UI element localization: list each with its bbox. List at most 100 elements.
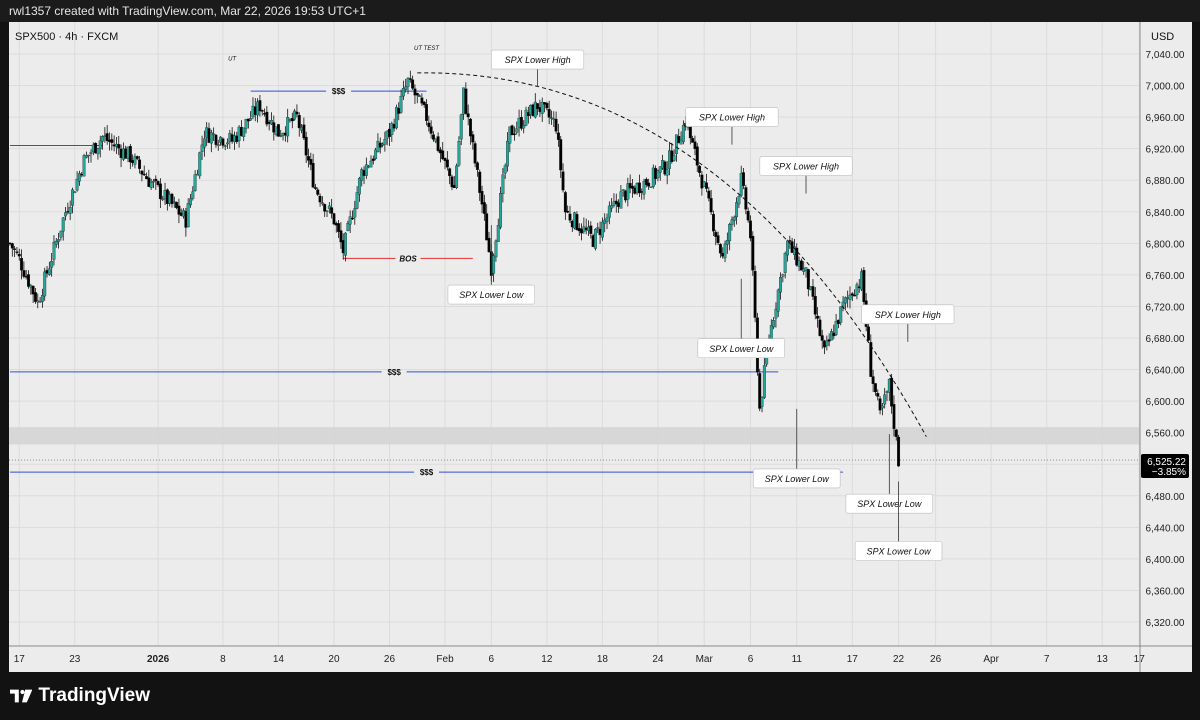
candle-body: [140, 170, 144, 175]
candle-body: [221, 138, 225, 146]
candle-body: [200, 144, 204, 152]
candle-body: [890, 377, 894, 407]
candle-body: [649, 186, 653, 188]
candle-body: [355, 192, 359, 209]
annotation: SPX Lower Low: [447, 225, 536, 305]
candle-body: [781, 274, 785, 277]
candle-body: [47, 268, 51, 275]
candle-body: [61, 217, 65, 232]
price-axis[interactable]: 7,040.00 7,000.00 6,960.00 6,920.00 6,880.00…: [1146, 50, 1185, 629]
candle-body: [804, 267, 808, 271]
candle-body: [138, 159, 142, 169]
price-tick-label: 6,920.00: [1146, 145, 1185, 156]
annotation: SPX Lower Low: [753, 408, 841, 489]
candle-body: [450, 176, 454, 188]
candle-body: [853, 294, 857, 297]
candle-body: [309, 159, 313, 165]
candle-body: [186, 203, 190, 228]
candle-body: [418, 95, 422, 97]
annotation-label: SPX Lower High: [505, 55, 571, 65]
candle-body: [226, 142, 229, 145]
price-tick-label: 6,880.00: [1146, 176, 1185, 187]
candle-body: [68, 207, 72, 214]
candle-body: [540, 102, 544, 114]
candle-body: [728, 224, 732, 242]
time-tick-label: Apr: [983, 654, 999, 665]
candle-body: [737, 196, 741, 205]
candle-body: [705, 182, 708, 189]
candle-body: [279, 135, 283, 137]
candle-body: [20, 258, 24, 271]
candle-body: [503, 165, 507, 174]
candle-body: [344, 232, 347, 256]
candle-body: [87, 154, 91, 157]
annotation: SPX Lower Low: [697, 278, 785, 359]
candle-body: [825, 340, 829, 346]
candle-body: [304, 136, 308, 156]
annotation-box: [854, 541, 943, 561]
candle-body: [432, 134, 435, 140]
candle-body: [709, 198, 713, 213]
candle-body: [383, 139, 387, 145]
candle-body: [513, 133, 516, 135]
candle-body: [855, 284, 859, 296]
candle-body: [568, 213, 572, 221]
candle-body: [862, 270, 866, 303]
candle-body: [415, 92, 419, 96]
tradingview-brand: TradingView: [38, 685, 150, 706]
candle-body: [223, 145, 227, 147]
candle-body: [758, 373, 762, 409]
candle-body: [642, 181, 646, 195]
symbol-label: SPX500 · 4h · FXCM: [15, 31, 118, 43]
annotation-box: [685, 107, 779, 127]
candle-body: [786, 240, 789, 256]
candle-body: [850, 293, 854, 296]
candle-body: [158, 183, 162, 200]
annotation-box: [753, 468, 841, 489]
candle-body: [307, 156, 310, 161]
candle-body: [848, 294, 852, 300]
annotation: SPX Lower Low: [854, 481, 943, 561]
time-axis[interactable]: 17 23 2026 8 14 20 26 Feb 6 12 18 24 Mar 6 11 17 22 26 Apr…: [14, 654, 1146, 665]
time-tick-label: Feb: [436, 654, 454, 665]
price-tick-label: 6,960.00: [1146, 113, 1185, 124]
candle-body: [15, 251, 19, 253]
candle-body: [40, 295, 44, 302]
candle-body: [369, 160, 373, 168]
annotation-box: [759, 156, 853, 176]
chart-text-label: UT: [228, 56, 237, 62]
tradingview-logo[interactable]: TradingView: [10, 683, 150, 709]
price-tick-label: 6,320.00: [1146, 618, 1185, 629]
attribution-bar: rwl1357 created with TradingView.com, Ma…: [0, 0, 1200, 22]
annotation-label: SPX Lower High: [773, 162, 839, 172]
candle-body: [892, 404, 896, 429]
candle-body: [244, 118, 248, 129]
price-tick-label: 6,800.00: [1146, 239, 1185, 250]
time-tick-label: 23: [69, 654, 81, 665]
candle-body: [894, 429, 898, 437]
candle-body: [644, 179, 648, 185]
candle-body: [779, 277, 783, 293]
candle-body: [478, 171, 482, 193]
time-tick-label: 6: [748, 654, 754, 665]
candle-body: [665, 169, 669, 176]
candle-body: [566, 210, 570, 213]
time-tick-label: 12: [541, 654, 553, 665]
candle-body: [445, 159, 449, 168]
price-tick-label: 6,760.00: [1146, 271, 1185, 282]
candle-body: [152, 180, 155, 183]
candle-body: [34, 292, 37, 302]
candle-body: [327, 205, 331, 209]
candle-body: [880, 405, 884, 409]
candle-body: [337, 223, 341, 232]
candle-body: [420, 97, 424, 104]
candle-body: [626, 183, 630, 200]
level-label: $$$: [387, 368, 401, 377]
candle-body: [110, 139, 114, 143]
candle-body: [499, 193, 503, 228]
candle-body: [677, 136, 681, 144]
candle-body: [189, 198, 192, 206]
price-tick-label: 6,360.00: [1146, 586, 1185, 597]
candle-body: [82, 155, 86, 177]
